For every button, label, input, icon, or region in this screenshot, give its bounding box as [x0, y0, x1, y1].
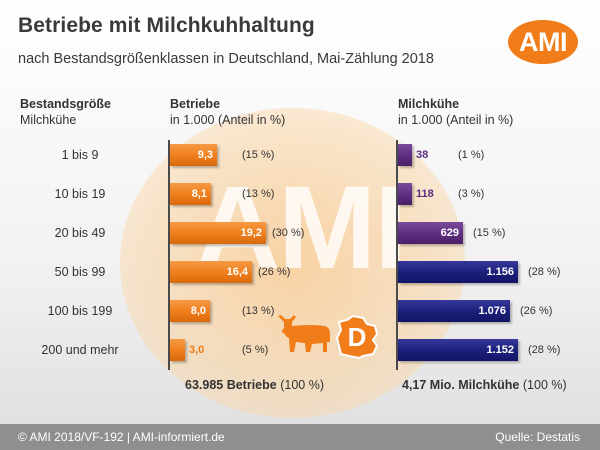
kuehe-share-label: (1 %): [458, 149, 485, 161]
kuehe-share-label: (28 %): [528, 266, 561, 278]
betriebe-value-label: 9,3: [197, 149, 213, 161]
betriebe-bar: [170, 261, 252, 283]
ami-logo: AMI: [508, 20, 578, 64]
betriebe-share-label: (5 %): [242, 344, 269, 356]
category-label: 200 und mehr: [41, 343, 119, 357]
kuehe-total-value: 4,17 Mio. Milchkühe: [402, 378, 520, 392]
kuehe-value-label: 629: [440, 227, 459, 239]
kuehe-value-label: 1.076: [478, 305, 506, 317]
kuehe-value-label: 1.156: [486, 266, 514, 278]
kuehe-header-line2: in 1.000 (Anteil in %): [398, 113, 514, 127]
betriebe-total-pct: (100 %): [280, 378, 324, 392]
betriebe-header-line2: in 1.000 (Anteil in %): [170, 113, 286, 127]
svg-text:D: D: [348, 322, 367, 352]
kuehe-bar: [398, 144, 412, 166]
category-label: 1 bis 9: [61, 148, 99, 162]
betriebe-column-header: Betriebe in 1.000 (Anteil in %): [170, 96, 285, 128]
category-label: 100 bis 199: [47, 304, 113, 318]
footer-bar: [0, 424, 600, 450]
betriebe-value-label: 8,0: [190, 305, 206, 317]
footer-source: Quelle: Destatis: [495, 430, 580, 444]
kuehe-share-label: (3 %): [458, 188, 485, 200]
betriebe-share-label: (13 %): [242, 305, 275, 317]
category-label: 10 bis 19: [54, 187, 106, 201]
kuehe-header-line1: Milchkühe: [398, 97, 460, 111]
betriebe-share-label: (26 %): [258, 266, 291, 278]
betriebe-share-label: (15 %): [242, 149, 275, 161]
kuehe-share-label: (15 %): [473, 227, 506, 239]
kuehe-value-label: 38: [416, 149, 429, 161]
kuehe-bar: [398, 222, 463, 244]
kuehe-bar: [398, 339, 518, 361]
kuehe-bar: [398, 300, 510, 322]
kuehe-total-pct: (100 %): [522, 378, 567, 392]
betriebe-bar: [170, 339, 185, 361]
betriebe-value-label: 3,0: [189, 344, 205, 356]
category-column-header: Bestandsgröße Milchkühe: [20, 96, 111, 128]
category-label: 20 bis 49: [54, 226, 106, 240]
kuehe-value-label: 118: [416, 188, 434, 200]
betriebe-bar: [170, 183, 211, 205]
kuehe-bar: [398, 261, 518, 283]
betriebe-total: 63.985 Betriebe (100 %): [185, 378, 324, 392]
betriebe-bar: [170, 222, 266, 244]
betriebe-value-label: 16,4: [226, 266, 248, 278]
kuehe-total: 4,17 Mio. Milchkühe (100 %): [402, 378, 567, 392]
kuehe-column-header: Milchkühe in 1.000 (Anteil in %): [398, 96, 513, 128]
betriebe-bar: [170, 300, 210, 322]
cow-icon: [278, 315, 330, 352]
betriebe-value-label: 19,2: [240, 227, 262, 239]
page-title: Betriebe mit Milchkuhhaltung: [18, 14, 315, 37]
category-header-line1: Bestandsgröße: [20, 97, 111, 111]
kuehe-bar: [398, 183, 412, 205]
betriebe-bar: [170, 144, 217, 166]
betriebe-share-label: (30 %): [272, 227, 305, 239]
kuehe-axis-line: [396, 140, 398, 370]
category-header-line2: Milchkühe: [20, 113, 77, 127]
kuehe-value-label: 1.152: [486, 344, 514, 356]
kuehe-share-label: (26 %): [520, 305, 553, 317]
germany-d-icon: D: [335, 314, 379, 360]
betriebe-share-label: (13 %): [242, 188, 275, 200]
category-label: 50 bis 99: [54, 265, 106, 279]
footer-copyright: © AMI 2018/VF-192 | AMI-informiert.de: [18, 430, 225, 444]
kuehe-share-label: (28 %): [528, 344, 561, 356]
betriebe-header-line1: Betriebe: [170, 97, 221, 111]
page-subtitle: nach Bestandsgrößenklassen in Deutschlan…: [18, 51, 434, 67]
betriebe-axis-line: [168, 140, 170, 370]
betriebe-total-value: 63.985 Betriebe: [185, 378, 277, 392]
betriebe-value-label: 8,1: [191, 188, 207, 200]
